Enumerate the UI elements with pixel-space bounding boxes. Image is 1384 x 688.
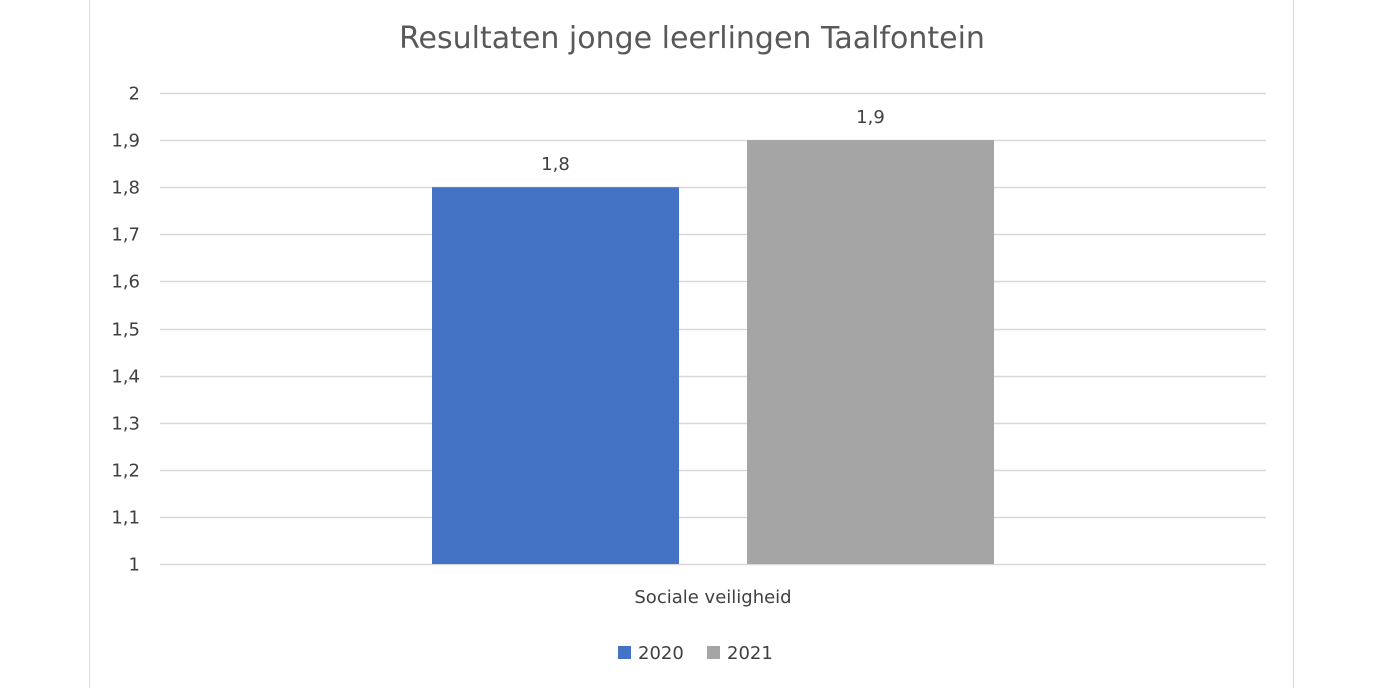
data-labels: 1,8 1,9 [541, 107, 885, 175]
y-tick-label: 1,9 [111, 131, 140, 152]
y-tick-label: 1,6 [111, 272, 140, 293]
y-tick-label: 2 [129, 84, 140, 105]
legend-label-2020: 2020 [638, 643, 684, 664]
legend-swatch-2020 [618, 646, 631, 659]
bar-2021 [747, 140, 994, 564]
data-label-2020: 1,8 [541, 154, 570, 175]
chart-frame [89, 0, 1294, 688]
y-tick-label: 1,5 [111, 320, 140, 341]
y-tick-label: 1,2 [111, 461, 140, 482]
y-tick-label: 1 [129, 555, 140, 576]
y-tick-label: 1,3 [111, 414, 140, 435]
bar-2020 [432, 187, 679, 564]
legend-label-2021: 2021 [727, 643, 773, 664]
y-axis-tick-labels: 1 1,1 1,2 1,3 1,4 1,5 1,6 1,7 1,8 1,9 2 [111, 84, 140, 576]
y-tick-label: 1,4 [111, 367, 140, 388]
gridlines [160, 92, 1266, 566]
chart-title: Resultaten jonge leerlingen Taalfontein [399, 21, 985, 56]
x-category-label: Sociale veiligheid [634, 587, 791, 608]
y-tick-label: 1,7 [111, 225, 140, 246]
legend-swatch-2021 [707, 646, 720, 659]
y-tick-label: 1,1 [111, 508, 140, 529]
bars [432, 140, 994, 564]
legend: 2020 2021 [618, 643, 773, 664]
x-axis-category-labels: Sociale veiligheid [634, 587, 791, 608]
data-label-2021: 1,9 [856, 107, 885, 128]
y-tick-label: 1,8 [111, 178, 140, 199]
